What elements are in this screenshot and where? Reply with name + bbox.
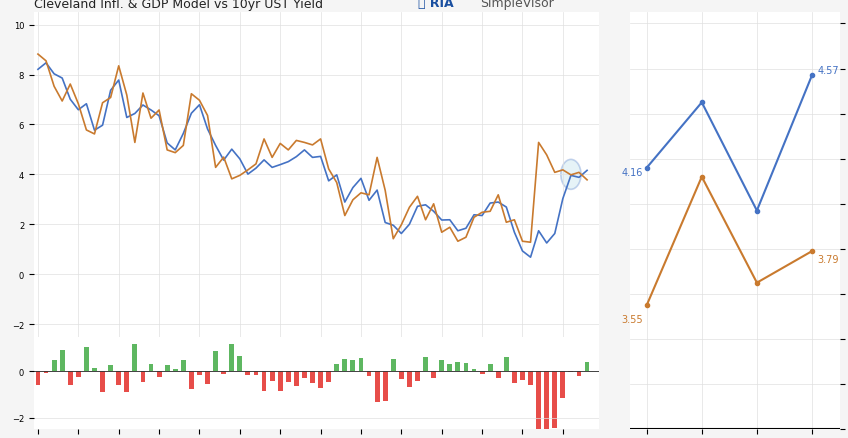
Bar (432, 371, 436, 378)
Bar (480, 371, 484, 374)
10yr Yield (460, 226, 471, 231)
10yr Yield (130, 112, 140, 117)
Line: Inflation/GDP Model: Inflation/GDP Model (38, 55, 587, 243)
10yr Yield (41, 61, 51, 66)
Inflation/GDP Model (348, 198, 358, 203)
Text: 3.79: 3.79 (817, 254, 839, 265)
Bar (423, 357, 428, 371)
Bar (286, 371, 291, 382)
Bar (302, 371, 307, 378)
Bar (84, 347, 89, 371)
Bar (318, 371, 323, 388)
10yr Yield (81, 102, 92, 107)
Bar (148, 364, 153, 371)
Bar (59, 350, 64, 371)
Bar (237, 356, 243, 371)
Text: 3.55: 3.55 (622, 314, 644, 324)
Inflation/GDP Model (33, 52, 43, 57)
Inflation/GDP Model (210, 166, 220, 171)
Inflation/GDP Model (219, 155, 229, 160)
Inflation/GDP Model (138, 91, 148, 96)
Bar (125, 371, 129, 392)
Bar (577, 371, 582, 376)
Bar (407, 371, 412, 387)
Bar (245, 371, 250, 375)
Bar (270, 371, 275, 381)
10yr Yield (582, 168, 592, 173)
Bar (294, 371, 298, 386)
Text: 4.16: 4.16 (622, 167, 643, 177)
Bar (43, 371, 48, 373)
Bar (399, 371, 404, 380)
Bar (471, 369, 477, 371)
Bar (415, 371, 420, 381)
Bar (455, 362, 460, 371)
10yr Yield (356, 177, 366, 182)
Bar (76, 371, 81, 377)
Bar (520, 371, 525, 381)
Bar (205, 371, 210, 384)
Bar (254, 371, 259, 375)
Inflation/GDP Model (574, 170, 584, 176)
Bar (584, 363, 589, 371)
Bar (350, 360, 355, 371)
Bar (229, 344, 234, 371)
Bar (109, 365, 113, 371)
Inflation/GDP Model (582, 178, 592, 183)
Bar (116, 371, 121, 385)
Text: SimpleVisor: SimpleVisor (481, 0, 555, 10)
Bar (92, 368, 97, 371)
Bar (326, 371, 331, 382)
Bar (343, 359, 347, 371)
Bar (448, 364, 452, 371)
Bar (310, 371, 315, 383)
Bar (382, 371, 388, 401)
Bar (464, 363, 468, 371)
Bar (366, 371, 371, 377)
Bar (334, 364, 339, 371)
Text: 🛡 RIA: 🛡 RIA (418, 0, 454, 10)
Bar (488, 364, 493, 371)
Bar (100, 371, 105, 392)
Bar (36, 371, 41, 385)
Bar (262, 371, 266, 391)
Bar (391, 359, 396, 371)
Ellipse shape (561, 160, 581, 190)
Text: Cleveland Infl. & GDP Model vs 10yr UST Yield: Cleveland Infl. & GDP Model vs 10yr UST … (34, 0, 323, 11)
Bar (157, 371, 161, 377)
Bar (512, 371, 516, 383)
Bar (173, 369, 178, 371)
10yr Yield (33, 67, 43, 73)
Bar (141, 371, 145, 382)
Bar (528, 371, 533, 385)
Bar (213, 351, 218, 371)
Inflation/GDP Model (526, 240, 536, 245)
Text: 4.57: 4.57 (817, 65, 840, 75)
Bar (439, 360, 444, 371)
Bar (504, 357, 509, 371)
Bar (221, 371, 226, 374)
10yr Yield (574, 175, 584, 180)
Bar (359, 358, 364, 371)
Bar (181, 360, 186, 371)
Bar (68, 371, 73, 385)
Bar (197, 371, 202, 376)
Bar (496, 371, 500, 378)
10yr Yield (526, 255, 536, 260)
Bar (561, 371, 566, 398)
Bar (568, 371, 573, 372)
Line: 10yr Yield: 10yr Yield (38, 64, 587, 258)
Bar (132, 345, 137, 371)
Bar (52, 360, 57, 371)
Bar (165, 365, 170, 371)
Bar (278, 371, 282, 391)
Inflation/GDP Model (73, 102, 83, 107)
Bar (544, 371, 550, 438)
Bar (189, 371, 194, 389)
Bar (552, 371, 557, 428)
10yr Yield (146, 108, 156, 113)
Bar (375, 371, 380, 402)
Bar (536, 371, 541, 438)
